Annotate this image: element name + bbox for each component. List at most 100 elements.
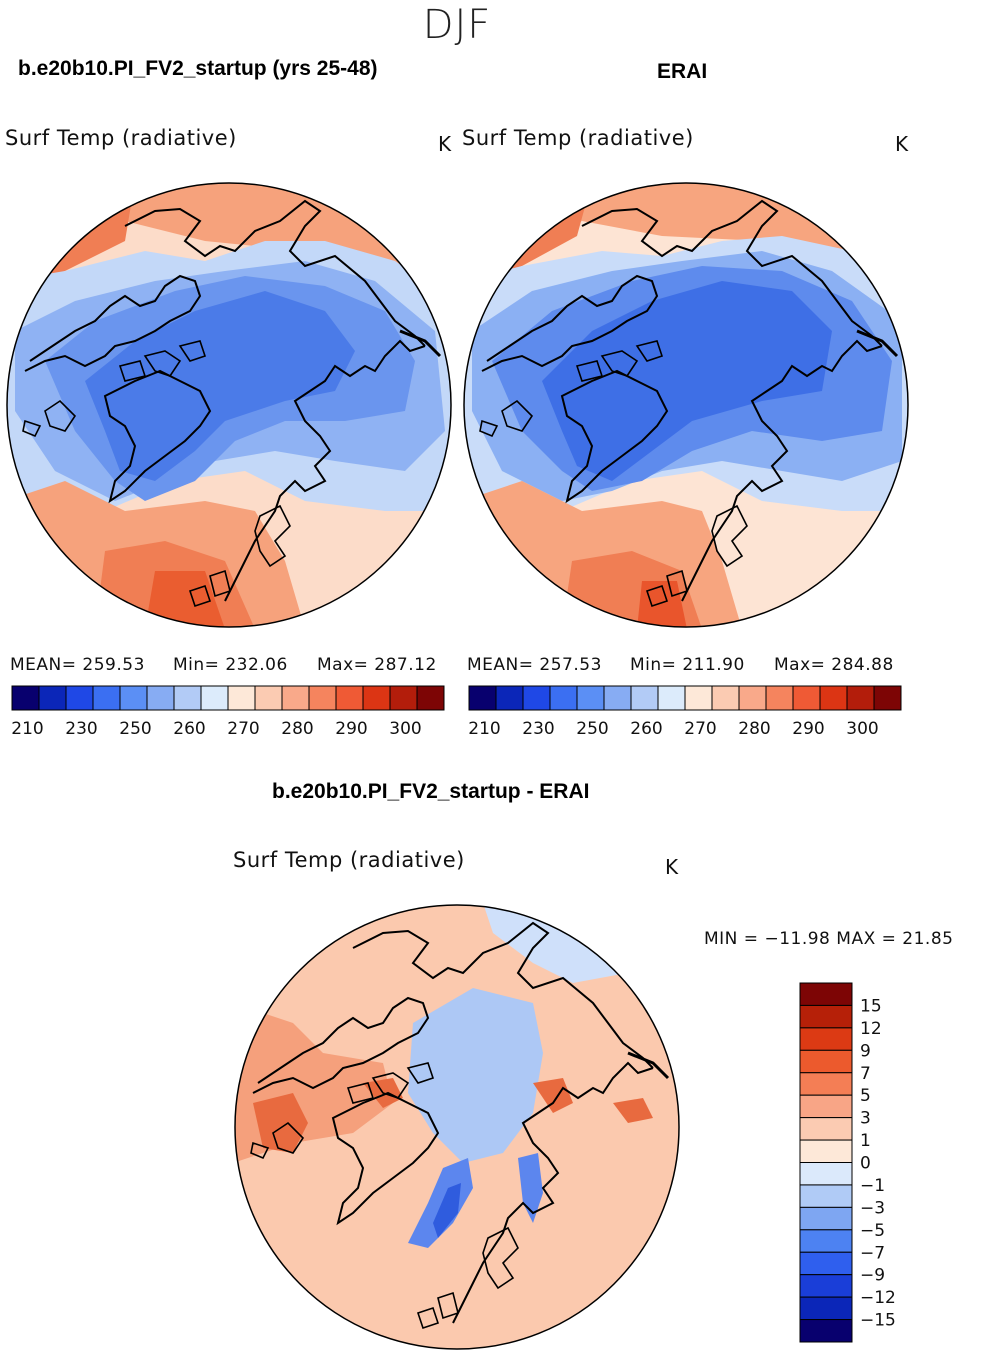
diff-polar-map [234, 904, 680, 1350]
diff-colorbar-tick-label: 9 [860, 1041, 871, 1061]
diff-colorbar-swatch-15 [799, 1319, 853, 1343]
panel1-deep-blue [85, 291, 355, 481]
panel1-colorbar-tick-label: 260 [173, 719, 205, 739]
panel2-colorbar-swatch-14 [846, 685, 875, 711]
panel2-unit: K [895, 132, 909, 156]
panel2-polar-map [463, 182, 909, 628]
panel1-colorbar-swatch-12 [335, 685, 364, 711]
panel2-colorbar-swatch-4 [576, 685, 605, 711]
panel2-colorbar-swatch-10 [738, 685, 767, 711]
diff-min-label: MIN = [704, 929, 759, 949]
panel1-colorbar-tick-label: 300 [389, 719, 421, 739]
diff-colorbar-tick-label: −7 [860, 1243, 885, 1263]
diff-coldest-strip [433, 1183, 461, 1238]
diff-variable-label: Surf Temp (radiative) [233, 848, 465, 872]
diff-colorbar-swatch-1 [799, 1004, 853, 1029]
panel1-colorbar-swatch-11 [308, 685, 337, 711]
diff-colorbar-tick-label: 7 [860, 1064, 871, 1084]
panel1-min: Min= 232.06 [173, 655, 288, 675]
panel2-colorbar-tick-label: 300 [846, 719, 878, 739]
panel1-colorbar-swatch-6 [173, 685, 202, 711]
panel2-colorbar-tick-label: 270 [684, 719, 716, 739]
panel2-title: ERAI [657, 60, 708, 83]
diff-colorbar-tick-label: 12 [860, 1019, 882, 1039]
diff-colorbar-tick-label: 1 [860, 1131, 871, 1151]
diff-hot-spots [363, 1078, 653, 1123]
diff-cold-greenland-east [408, 1158, 473, 1248]
panel2-colorbar-tick-label: 250 [576, 719, 608, 739]
diff-colorbar-tick-label: −15 [860, 1311, 896, 1331]
diff-colorbar-swatch-6 [799, 1117, 853, 1141]
diff-colorbar-tick-label: 15 [860, 996, 882, 1016]
panel1-colorbar-swatch-4 [119, 685, 148, 711]
diff-colorbar: 15 129 75 31 0−1−3 −5−7 −9−12 −15 [799, 982, 896, 1343]
diff-unit: K [665, 855, 679, 879]
panel2-colorbar-swatch-5 [603, 685, 632, 711]
diff-max-value: 21.85 [902, 929, 954, 949]
panel1-colorbar-swatch-3 [92, 685, 121, 711]
panel2-colorbar-swatch-7 [657, 685, 686, 711]
panel1-colorbar-swatch-14 [389, 685, 418, 711]
panel1-colorbar-tick-label: 270 [227, 719, 259, 739]
panel1-colorbar-tick-label: 250 [119, 719, 151, 739]
panel2-colorbar-tick-label: 280 [738, 719, 770, 739]
panel1-colorbar-swatch-0 [11, 685, 40, 711]
diff-colorbar-tick-label: 5 [860, 1086, 871, 1106]
panel2-colorbar-swatch-0 [468, 685, 497, 711]
panel1-colorbar-swatch-5 [146, 685, 175, 711]
panel2-max: Max= 284.88 [774, 655, 894, 675]
diff-max-label: MAX = [836, 929, 897, 949]
diff-colorbar-tick-label: −12 [860, 1288, 896, 1308]
panel2-colorbar-swatch-6 [630, 685, 659, 711]
panel1-max: Max= 287.12 [317, 655, 437, 675]
panel2-colorbar-swatch-9 [711, 685, 740, 711]
panel1-colorbar-tick-label: 290 [335, 719, 367, 739]
diff-min-value: −11.98 [764, 929, 831, 949]
diff-colorbar-swatch-0 [799, 982, 853, 1006]
panel1-unit: K [438, 132, 452, 156]
diff-colorbar-tick-label: −9 [860, 1266, 885, 1286]
diff-colorbar-swatch-13 [799, 1274, 853, 1298]
diff-colorbar-swatch-9 [799, 1184, 853, 1208]
panel2-colorbar-swatch-3 [549, 685, 578, 711]
season-title: DJF [422, 2, 492, 48]
panel1-colorbar-swatch-13 [362, 685, 391, 711]
panel1-colorbar-swatch-7 [200, 685, 229, 711]
panel2-variable-label: Surf Temp (radiative) [462, 126, 694, 150]
panel1-colorbar-swatch-1 [38, 685, 67, 711]
panel1-variable-label: Surf Temp (radiative) [5, 126, 237, 150]
diff-colorbar-swatch-3 [799, 1049, 853, 1074]
diff-colorbar-swatch-8 [799, 1162, 853, 1186]
panel2-colorbar-tick-label: 230 [522, 719, 554, 739]
diff-colorbar-tick-label: −5 [860, 1221, 885, 1241]
panel2-colorbar-swatch-15 [873, 685, 902, 711]
panel1-polar-map [6, 182, 452, 628]
diff-colorbar-tick-label: −1 [860, 1176, 885, 1196]
panel2-mean: MEAN= 257.53 [467, 655, 602, 675]
panel1-colorbar: 210 230 250 260 270 280 290 300 [11, 685, 445, 739]
panel2-deep-blue [542, 281, 832, 481]
panel1-colorbar-swatch-15 [416, 685, 445, 711]
panel2-colorbar: 210 230 250 260 270 280 290 300 [468, 685, 902, 739]
panel2-colorbar-swatch-12 [792, 685, 821, 711]
panel1-colorbar-tick-label: 210 [11, 719, 43, 739]
panel2-hottest-atlantic [637, 581, 687, 627]
panel1-colorbar-tick-label: 280 [281, 719, 313, 739]
panel2-colorbar-tick-label: 210 [468, 719, 500, 739]
diff-colorbar-swatch-14 [799, 1296, 853, 1321]
diff-stats: MIN = −11.98 MAX = 21.85 [704, 929, 953, 949]
panel1-colorbar-swatch-8 [227, 685, 256, 711]
diff-cool-arctic [408, 988, 543, 1163]
panel2-colorbar-tick-label: 260 [630, 719, 662, 739]
panel2-colorbar-swatch-11 [765, 685, 794, 711]
diff-colorbar-swatch-10 [799, 1206, 853, 1231]
panel1-colorbar-tick-label: 230 [65, 719, 97, 739]
panel1-colorbar-swatch-10 [281, 685, 310, 711]
panel2-colorbar-swatch-8 [684, 685, 713, 711]
diff-colorbar-swatch-2 [799, 1027, 853, 1051]
panel1-colorbar-swatch-9 [254, 685, 283, 711]
diff-colorbar-tick-label: 0 [860, 1154, 871, 1174]
diff-colorbar-swatch-4 [799, 1072, 853, 1096]
panel2-colorbar-swatch-13 [819, 685, 848, 711]
panel2-colorbar-swatch-1 [495, 685, 524, 711]
